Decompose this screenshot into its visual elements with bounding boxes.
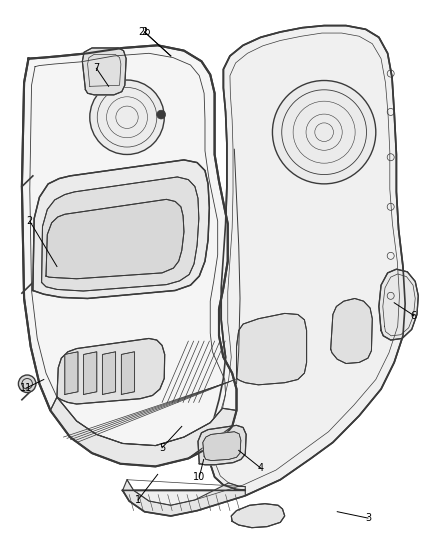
Polygon shape xyxy=(198,425,246,465)
Polygon shape xyxy=(33,160,209,298)
Text: 6: 6 xyxy=(411,311,417,320)
Polygon shape xyxy=(46,199,184,279)
Text: 4: 4 xyxy=(258,463,264,473)
Polygon shape xyxy=(379,269,418,340)
Text: 10: 10 xyxy=(193,472,205,482)
Polygon shape xyxy=(84,352,97,394)
Polygon shape xyxy=(237,313,307,385)
Circle shape xyxy=(157,110,166,119)
Polygon shape xyxy=(22,45,237,466)
Text: 5: 5 xyxy=(159,443,165,453)
Text: 1: 1 xyxy=(135,495,141,505)
Polygon shape xyxy=(123,480,245,516)
Polygon shape xyxy=(57,338,165,404)
Polygon shape xyxy=(331,298,372,364)
Text: 2: 2 xyxy=(141,27,148,37)
Polygon shape xyxy=(50,397,237,466)
Polygon shape xyxy=(203,432,241,461)
Circle shape xyxy=(90,80,164,155)
Text: 7: 7 xyxy=(93,63,99,73)
Polygon shape xyxy=(102,352,116,394)
Polygon shape xyxy=(82,48,126,95)
Polygon shape xyxy=(65,352,78,394)
Text: 11: 11 xyxy=(20,383,32,393)
Circle shape xyxy=(272,80,376,184)
Text: 2: 2 xyxy=(27,216,33,226)
Polygon shape xyxy=(121,352,134,394)
Text: 2b: 2b xyxy=(138,27,151,37)
Circle shape xyxy=(18,375,36,392)
Polygon shape xyxy=(123,26,405,516)
Text: 3: 3 xyxy=(365,513,371,523)
Polygon shape xyxy=(231,504,285,528)
Polygon shape xyxy=(42,177,199,291)
